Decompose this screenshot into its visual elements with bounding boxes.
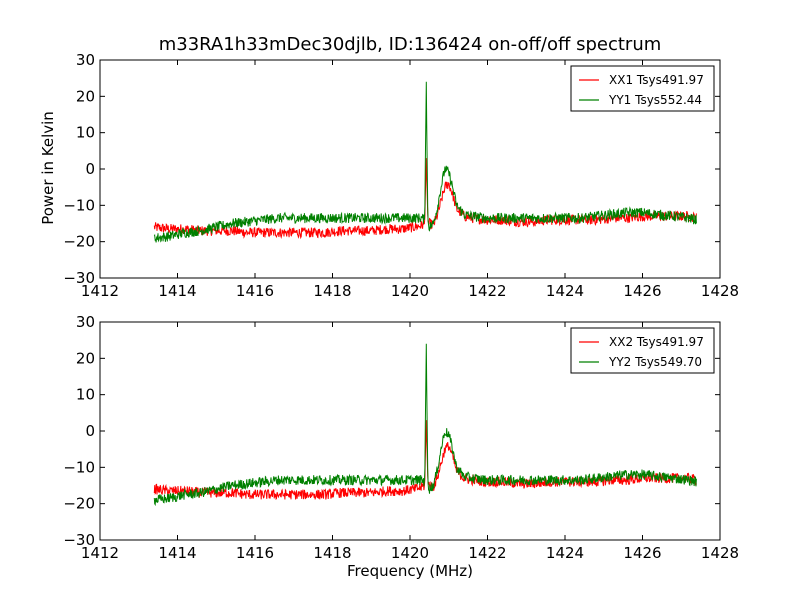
legend-label: YY2 Tsys549.70 bbox=[608, 355, 702, 369]
x-tick-label: 1412 bbox=[81, 282, 119, 300]
y-tick-label: −20 bbox=[63, 233, 95, 251]
y-tick-label: 30 bbox=[76, 313, 95, 331]
y-tick-label: −10 bbox=[63, 196, 95, 214]
x-tick-label: 1418 bbox=[313, 544, 351, 562]
series-line-1-2 bbox=[153, 81, 697, 243]
x-tick-label: 1418 bbox=[313, 282, 351, 300]
x-tick-label: 1422 bbox=[468, 544, 506, 562]
y-tick-label: −30 bbox=[63, 269, 95, 287]
x-tick-label: 1426 bbox=[623, 544, 661, 562]
y-tick-label: −30 bbox=[63, 531, 95, 549]
x-tick-label: 1428 bbox=[701, 282, 739, 300]
legend-label: YY1 Tsys552.44 bbox=[608, 93, 702, 107]
x-tick-label: 1424 bbox=[546, 282, 584, 300]
legend-label: XX2 Tsys491.97 bbox=[609, 335, 704, 349]
legend-box bbox=[570, 65, 715, 112]
panel-1: 1412 1414 1416 1418 1420 1422 1424 1426 1428 −30 −… bbox=[63, 51, 739, 300]
x-tick-label: 1420 bbox=[391, 282, 429, 300]
y-tick-label: 20 bbox=[76, 349, 95, 367]
legend-label: XX1 Tsys491.97 bbox=[609, 73, 704, 87]
x-tick-label: 1412 bbox=[81, 544, 119, 562]
y-tick-label: −10 bbox=[63, 458, 95, 476]
x-tick-label: 1428 bbox=[701, 544, 739, 562]
x-tick-label: 1416 bbox=[236, 282, 274, 300]
y-tick-label: 30 bbox=[76, 51, 95, 69]
x-tick-label: 1414 bbox=[158, 282, 196, 300]
figure-title: m33RA1h33mDec30djlb, ID:136424 on-off/of… bbox=[158, 34, 662, 55]
x-tick-label: 1420 bbox=[391, 544, 429, 562]
x-tick-label: 1424 bbox=[546, 544, 584, 562]
legend: XX1 Tsys491.97 YY1 Tsys552.44 bbox=[570, 65, 715, 112]
x-tick-label: 1414 bbox=[158, 544, 196, 562]
y-tick-label: 20 bbox=[76, 87, 95, 105]
panel-2: 1412 1414 1416 1418 1420 1422 1424 1426 1428 −30 −… bbox=[63, 313, 739, 562]
x-tick-label: 1422 bbox=[468, 282, 506, 300]
series-line-2-2 bbox=[153, 343, 697, 507]
y-tick-label: −20 bbox=[63, 495, 95, 513]
y-tick-label: 0 bbox=[85, 160, 95, 178]
x-tick-label: 1416 bbox=[236, 544, 274, 562]
legend: XX2 Tsys491.97 YY2 Tsys549.70 bbox=[570, 327, 715, 374]
x-axis-label: Frequency (MHz) bbox=[346, 562, 474, 580]
y-tick-label: 10 bbox=[76, 124, 95, 142]
y-tick-label: 10 bbox=[76, 386, 95, 404]
legend-box bbox=[570, 327, 715, 374]
y-tick-label: 0 bbox=[85, 422, 95, 440]
x-tick-label: 1426 bbox=[623, 282, 661, 300]
